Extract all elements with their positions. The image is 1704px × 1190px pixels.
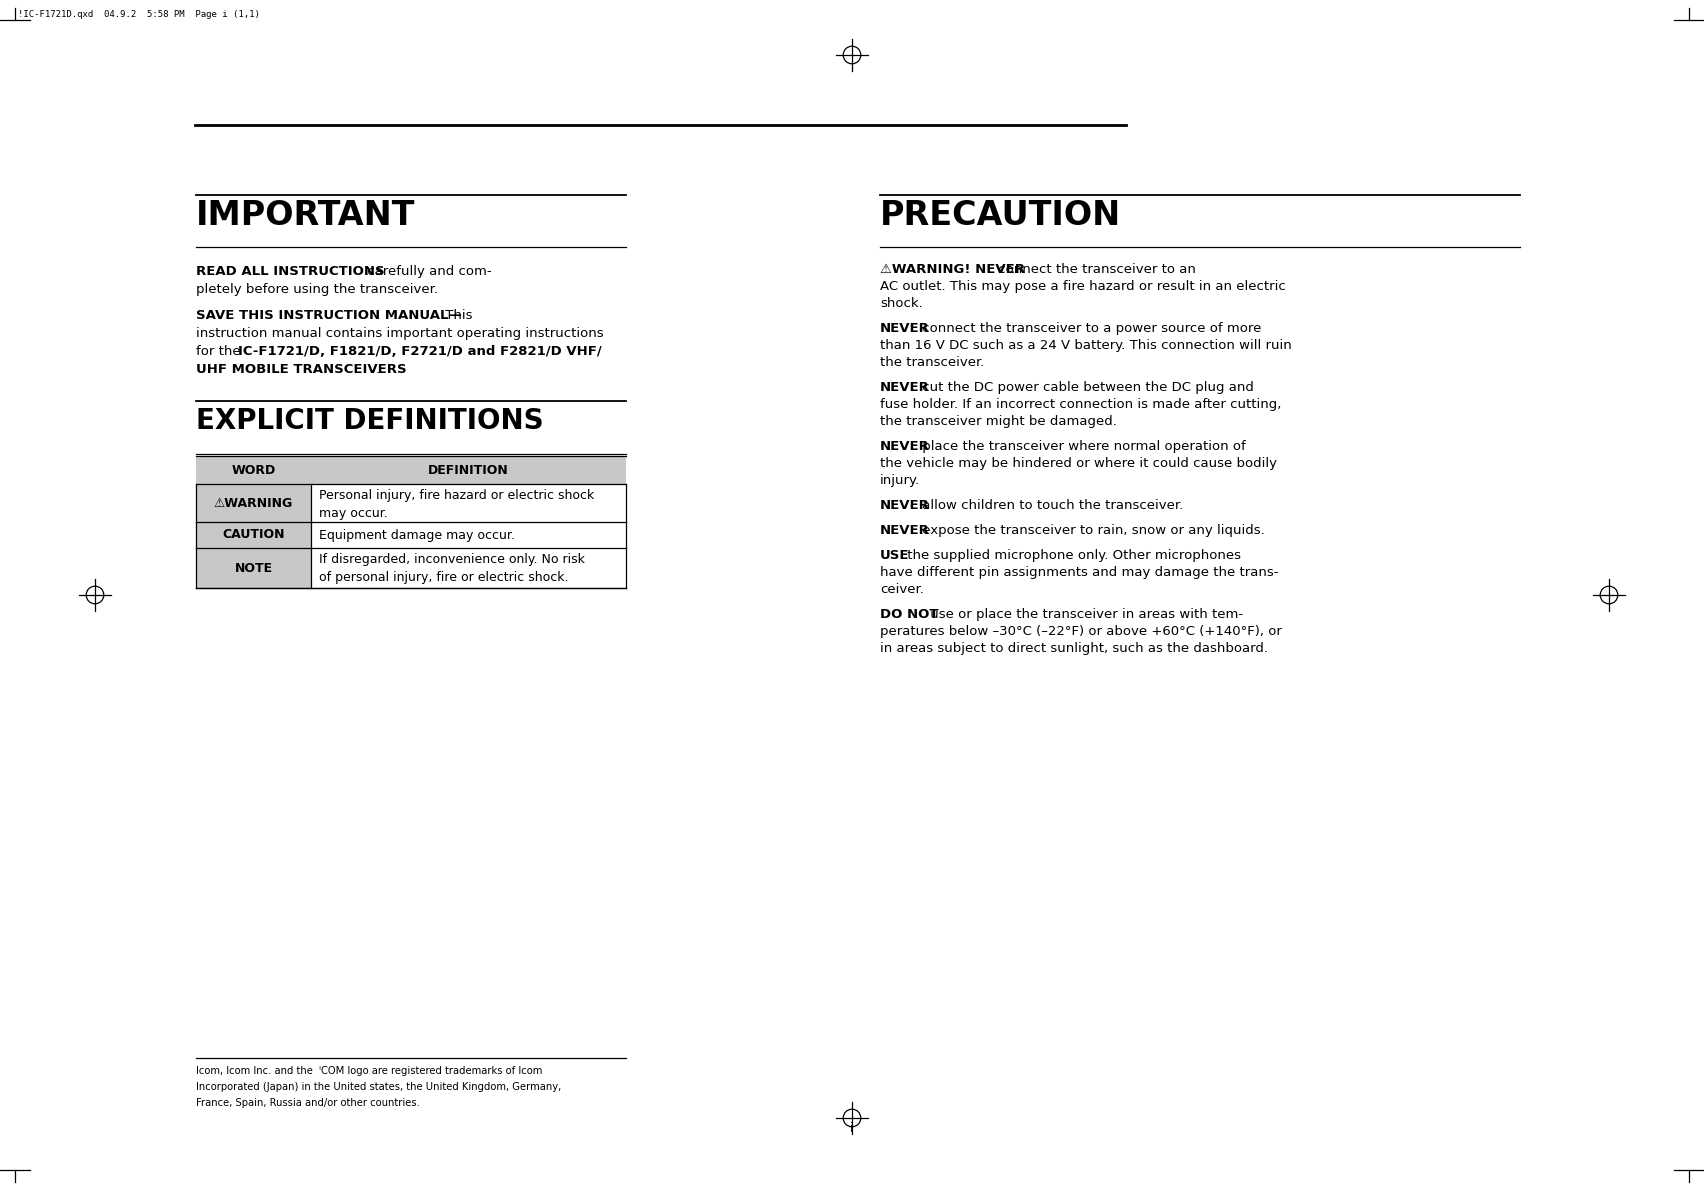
Text: CAUTION: CAUTION: [222, 528, 285, 541]
Text: NEVER: NEVER: [879, 524, 930, 537]
Text: the supplied microphone only. Other microphones: the supplied microphone only. Other micr…: [903, 549, 1241, 562]
Text: the transceiver.: the transceiver.: [879, 356, 985, 369]
Text: have different pin assignments and may damage the trans-: have different pin assignments and may d…: [879, 566, 1278, 580]
Text: the transceiver might be damaged.: the transceiver might be damaged.: [879, 415, 1116, 428]
Text: instruction manual contains important operating instructions: instruction manual contains important op…: [196, 327, 603, 340]
Text: NEVER: NEVER: [879, 322, 930, 336]
Text: i: i: [850, 1121, 854, 1134]
Text: SAVE THIS INSTRUCTION MANUAL—: SAVE THIS INSTRUCTION MANUAL—: [196, 309, 462, 322]
Text: DO NOT: DO NOT: [879, 608, 939, 621]
Text: Personal injury, fire hazard or electric shock: Personal injury, fire hazard or electric…: [319, 489, 595, 501]
Text: connect the transceiver to a power source of more: connect the transceiver to a power sourc…: [918, 322, 1261, 336]
Text: Icom, Icom Inc. and the  ᴵCOM logo are registered trademarks of Icom: Icom, Icom Inc. and the ᴵCOM logo are re…: [196, 1066, 542, 1076]
Text: If disregarded, inconvenience only. No risk: If disregarded, inconvenience only. No r…: [319, 553, 584, 566]
Text: NEVER: NEVER: [879, 381, 930, 394]
Text: for the: for the: [196, 345, 245, 358]
Text: IMPORTANT: IMPORTANT: [196, 199, 416, 232]
Text: carefully and com-: carefully and com-: [363, 265, 492, 278]
Text: DEFINITION: DEFINITION: [428, 463, 509, 476]
Text: USE: USE: [879, 549, 910, 562]
Bar: [196, 522, 312, 549]
Text: EXPLICIT DEFINITIONS: EXPLICIT DEFINITIONS: [196, 407, 544, 436]
Text: than 16 V DC such as a 24 V battery. This connection will ruin: than 16 V DC such as a 24 V battery. Thi…: [879, 339, 1292, 352]
Text: connect the transceiver to an: connect the transceiver to an: [993, 263, 1196, 276]
Bar: [196, 484, 312, 522]
Text: expose the transceiver to rain, snow or any liquids.: expose the transceiver to rain, snow or …: [918, 524, 1264, 537]
Text: READ ALL INSTRUCTIONS: READ ALL INSTRUCTIONS: [196, 265, 385, 278]
Text: Incorporated (Japan) in the United states, the United Kingdom, Germany,: Incorporated (Japan) in the United state…: [196, 1082, 561, 1092]
Text: NOTE: NOTE: [235, 562, 273, 575]
Bar: [196, 456, 625, 484]
Text: ceiver.: ceiver.: [879, 583, 924, 596]
Text: France, Spain, Russia and/or other countries.: France, Spain, Russia and/or other count…: [196, 1098, 419, 1108]
Text: may occur.: may occur.: [319, 507, 389, 520]
Text: !IC-F1721D.qxd  04.9.2  5:58 PM  Page i (1,1): !IC-F1721D.qxd 04.9.2 5:58 PM Page i (1,…: [19, 10, 261, 19]
Text: AC outlet. This may pose a fire hazard or result in an electric: AC outlet. This may pose a fire hazard o…: [879, 280, 1287, 293]
Text: This: This: [441, 309, 472, 322]
Text: shock.: shock.: [879, 298, 924, 311]
Text: peratures below –30°C (–22°F) or above +60°C (+140°F), or: peratures below –30°C (–22°F) or above +…: [879, 625, 1281, 638]
Text: PRECAUTION: PRECAUTION: [879, 199, 1121, 232]
Text: ⚠WARNING: ⚠WARNING: [215, 496, 293, 509]
Text: of personal injury, fire or electric shock.: of personal injury, fire or electric sho…: [319, 571, 569, 584]
Text: WORD: WORD: [232, 463, 276, 476]
Text: pletely before using the transceiver.: pletely before using the transceiver.: [196, 283, 438, 296]
Text: injury.: injury.: [879, 474, 920, 487]
Text: .: .: [377, 363, 380, 376]
Text: UHF MOBILE TRANSCEIVERS: UHF MOBILE TRANSCEIVERS: [196, 363, 407, 376]
Text: fuse holder. If an incorrect connection is made after cutting,: fuse holder. If an incorrect connection …: [879, 397, 1281, 411]
Text: place the transceiver where normal operation of: place the transceiver where normal opera…: [918, 440, 1246, 453]
Text: the vehicle may be hindered or where it could cause bodily: the vehicle may be hindered or where it …: [879, 457, 1276, 470]
Bar: [196, 549, 312, 588]
Text: IC-F1721/D, F1821/D, F2721/D and F2821/D VHF/: IC-F1721/D, F1821/D, F2721/D and F2821/D…: [239, 345, 602, 358]
Text: NEVER: NEVER: [879, 440, 930, 453]
Text: cut the DC power cable between the DC plug and: cut the DC power cable between the DC pl…: [918, 381, 1254, 394]
Text: NEVER: NEVER: [879, 499, 930, 512]
Text: use or place the transceiver in areas with tem-: use or place the transceiver in areas wi…: [925, 608, 1242, 621]
Text: ⚠WARNING! NEVER: ⚠WARNING! NEVER: [879, 263, 1026, 276]
Text: Equipment damage may occur.: Equipment damage may occur.: [319, 528, 515, 541]
Text: in areas subject to direct sunlight, such as the dashboard.: in areas subject to direct sunlight, suc…: [879, 641, 1268, 655]
Text: allow children to touch the transceiver.: allow children to touch the transceiver.: [918, 499, 1183, 512]
